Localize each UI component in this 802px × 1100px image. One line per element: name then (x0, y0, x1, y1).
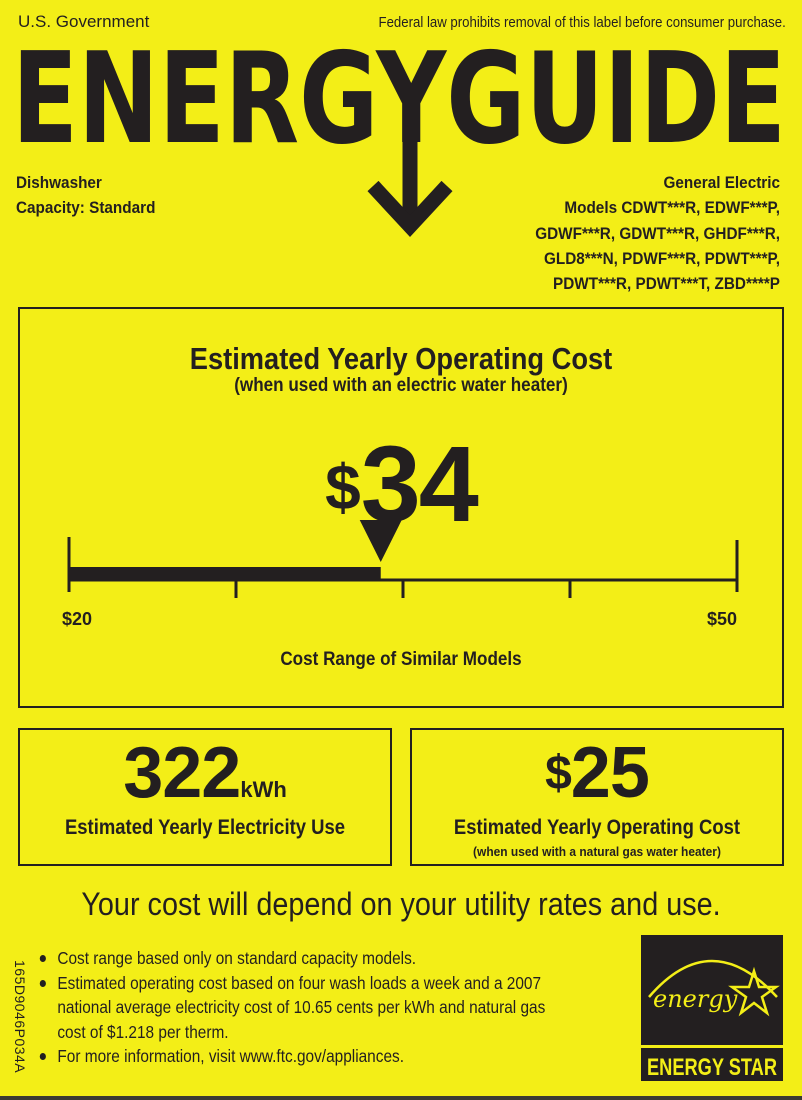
depend-statement: Your cost will depend on your utility ra… (81, 886, 721, 922)
footnote-continued: cost of $1.218 per therm. (57, 1021, 229, 1042)
gas-cost-number: 25 (570, 733, 650, 813)
product-capacity: Capacity: Standard (16, 198, 156, 217)
footnote: For more information, visit www.ftc.gov/… (38, 1044, 545, 1069)
model-line: GDWF***R, GDWT***R, GHDF***R, (535, 223, 780, 243)
footnote: Cost range based only on standard capaci… (38, 946, 545, 971)
model-line: Models CDWT***R, EDWF***P, (564, 198, 780, 218)
electricity-value: 322kWh (20, 732, 390, 814)
kwh-number: 322 (123, 733, 241, 813)
kwh-unit: kWh (240, 777, 287, 802)
issuer-text: U.S. Government (18, 12, 150, 31)
down-arrow-icon (367, 130, 453, 238)
manufacturer: General Electric (663, 173, 780, 192)
cost-range-label: Cost Range of Similar Models (280, 649, 522, 670)
energyguide-logo: ENERGYGUIDE (12, 40, 786, 238)
manufacturer-info: General Electric Models CDWT***R, EDWF**… (535, 170, 780, 296)
electricity-use-panel: 322kWh Estimated Yearly Electricity Use (18, 728, 392, 866)
product-type: Dishwasher (16, 173, 102, 192)
electricity-label: Estimated Yearly Electricity Use (64, 816, 346, 839)
footnotes: Cost range based only on standard capaci… (38, 946, 545, 1069)
cost-range-scale (67, 520, 739, 598)
bottom-border (0, 1096, 802, 1100)
gas-cost-label: Estimated Yearly Operating Cost (453, 816, 741, 839)
gas-cost-value: $25 (412, 732, 782, 814)
cost-marker-triangle-icon (359, 520, 402, 562)
model-line: PDWT***R, PDWT***T, ZBD****P (553, 274, 780, 294)
currency-symbol: $ (545, 747, 572, 800)
range-min-label: $20 (62, 609, 93, 629)
energy-script: energy (653, 985, 738, 1013)
energy-star-label: ENERGY STAR (647, 1054, 777, 1081)
footnote-continued: national average electricity cost of 10.… (57, 997, 546, 1017)
gas-cost-panel: $25 Estimated Yearly Operating Cost (whe… (410, 728, 784, 866)
currency-symbol: $ (325, 451, 361, 523)
label-code: 165D9046P034A (12, 960, 28, 1074)
range-max-label: $50 (707, 609, 738, 629)
operating-cost-subtitle: (when used with an electric water heater… (234, 375, 568, 396)
removal-notice: Federal law prohibits removal of this la… (378, 14, 786, 31)
operating-cost-panel: Estimated Yearly Operating Cost (when us… (18, 307, 784, 708)
product-info: Dishwasher Capacity: Standard (16, 170, 155, 220)
energyguide-wordmark: ENERGYGUIDE (12, 40, 786, 172)
footnote: Estimated operating cost based on four w… (38, 971, 545, 996)
model-line: GLD8***N, PDWF***R, PDWT***P, (543, 248, 780, 268)
energy-star-logo: energy ENERGY STAR (641, 935, 783, 1081)
cost-fill-bar (69, 567, 381, 581)
operating-cost-title: Estimated Yearly Operating Cost (189, 341, 613, 376)
gas-cost-sublabel: (when used with a natural gas water heat… (473, 844, 721, 859)
